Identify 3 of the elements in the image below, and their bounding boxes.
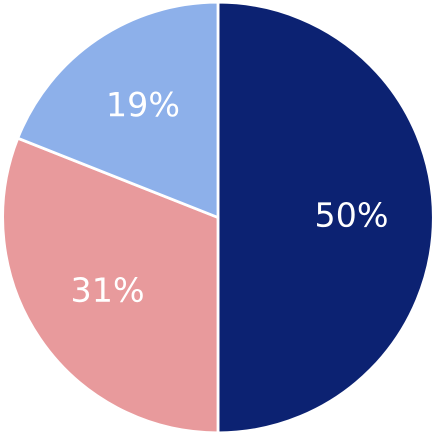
data-label: 50% bbox=[317, 202, 387, 228]
data-label: 31% bbox=[73, 277, 143, 302]
data-label: 19% bbox=[110, 92, 178, 117]
